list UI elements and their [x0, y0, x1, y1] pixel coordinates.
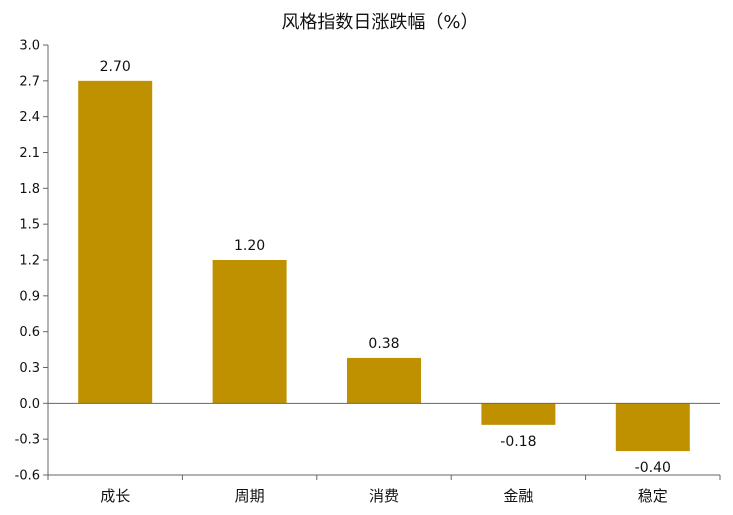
- y-tick-label: 3.0: [19, 39, 40, 54]
- x-category-label: 消费: [369, 487, 399, 505]
- y-tick-label: 1.8: [19, 182, 40, 197]
- y-tick-label: -0.3: [15, 433, 40, 448]
- y-tick-label: 1.2: [19, 254, 40, 269]
- bar-4: [481, 403, 556, 425]
- y-tick-label: 0.6: [19, 325, 40, 340]
- y-tick-label: -0.6: [15, 469, 40, 484]
- x-category-label: 金融: [503, 487, 533, 505]
- y-tick-label: 0.3: [19, 361, 40, 376]
- data-label: -0.18: [500, 434, 536, 450]
- x-category-label: 成长: [100, 487, 130, 505]
- bar-1: [78, 80, 153, 404]
- y-tick-label: 0.9: [19, 289, 40, 304]
- y-tick-label: 1.5: [19, 218, 40, 233]
- y-tick-label: 0.0: [19, 397, 40, 412]
- y-axis: 3.0 2.7 2.4 2.1 1.8 1.5 1.2 0.9 0.6 0.3 0.0 -0.3 -0.…: [15, 39, 49, 484]
- y-tick-label: 2.1: [19, 146, 40, 161]
- y-tick-label: 2.7: [19, 74, 40, 89]
- bar-3: [347, 357, 421, 404]
- data-label: 2.70: [100, 59, 131, 75]
- y-tick-label: 2.4: [19, 110, 40, 125]
- x-axis: 成长 周期 消费 金融 稳定: [47, 402, 721, 505]
- data-label: 1.20: [234, 238, 265, 254]
- chart-title: 风格指数日涨跌幅（%）: [281, 12, 478, 33]
- data-label: 0.38: [368, 336, 399, 352]
- bar-2: [212, 260, 287, 404]
- bar-5: [615, 403, 690, 452]
- data-label: -0.40: [635, 460, 671, 476]
- bars: 2.70 1.20 0.38 -0.18 -0.40: [78, 59, 690, 476]
- x-category-label: 周期: [235, 487, 265, 505]
- x-category-label: 稳定: [638, 487, 668, 505]
